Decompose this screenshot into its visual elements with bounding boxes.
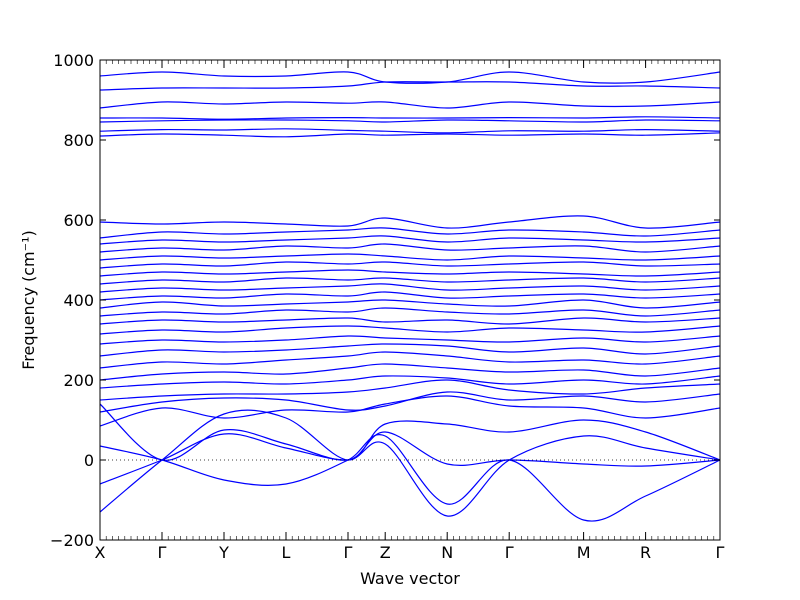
band-line-20: [99, 269, 721, 277]
y-tick-label: 200: [63, 371, 94, 390]
band-line-23: [99, 243, 721, 253]
band-line-9: [99, 363, 721, 381]
band-line-7: [99, 379, 721, 401]
x-tick-label: Γ: [158, 543, 167, 562]
x-tick-label: M: [577, 543, 591, 562]
band-line-25: [99, 227, 721, 239]
band-line-11: [99, 343, 721, 357]
band-line-19: [99, 277, 721, 285]
band-line-4: [99, 409, 721, 513]
y-tick-label: 0: [84, 451, 94, 470]
band-line-26: [99, 215, 721, 229]
x-tick-label: Y: [218, 543, 229, 562]
x-tick-label: N: [441, 543, 453, 562]
band-line-31: [99, 101, 721, 109]
band-line-2: [99, 434, 721, 522]
x-tick-label: L: [282, 543, 291, 562]
band-line-13: [99, 325, 721, 335]
band-line-15: [99, 307, 721, 317]
y-tick-label: 800: [63, 131, 94, 150]
x-axis-label: Wave vector: [360, 569, 460, 588]
band-line-8: [99, 375, 721, 389]
band-line-21: [99, 261, 721, 269]
x-tick-label: R: [640, 543, 651, 562]
y-tick-label: 1000: [53, 51, 94, 70]
series-layer: [99, 71, 721, 522]
x-tick-label: Γ: [716, 543, 725, 562]
ticks-layer: −200 0 200 400 600 800 1000 X Γ Y L Γ Z N Γ M R Γ: [50, 51, 724, 562]
band-line-5: [99, 395, 721, 427]
x-tick-label: Γ: [344, 543, 353, 562]
band-line-28: [99, 128, 721, 134]
band-line-10: [99, 351, 721, 369]
plot-frame: [99, 59, 721, 541]
x-tick-label: Z: [380, 543, 391, 562]
band-line-17: [99, 291, 721, 301]
band-line-12: [99, 335, 721, 345]
band-line-3: [99, 433, 721, 517]
band-line-18: [99, 283, 721, 293]
band-line-14: [99, 317, 721, 325]
band-line-29: [99, 119, 721, 123]
band-line-24: [99, 235, 721, 245]
band-line-22: [99, 253, 721, 261]
band-line-1: [99, 403, 721, 467]
y-tick-label: −200: [50, 531, 94, 550]
x-tick-label: X: [95, 543, 106, 562]
band-line-16: [99, 299, 721, 309]
y-tick-label: 600: [63, 211, 94, 230]
y-axis-label: Frequency (cm⁻¹): [19, 230, 38, 369]
band-line-33: [99, 71, 721, 84]
x-tick-label: Γ: [505, 543, 514, 562]
band-line-30: [99, 116, 721, 120]
band-line-27: [99, 132, 721, 138]
y-tick-label: 400: [63, 291, 94, 310]
band-line-6: [99, 391, 721, 413]
